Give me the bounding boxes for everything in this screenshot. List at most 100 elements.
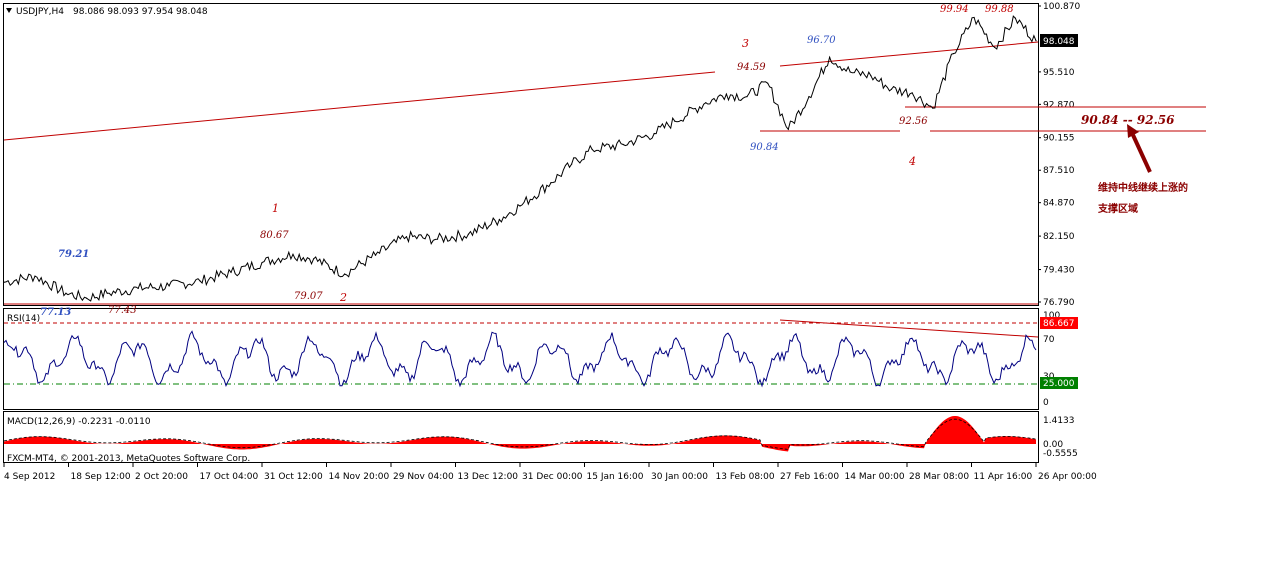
rsi-lower-tag-bg <box>1040 377 1078 389</box>
price-label-94-59: 94.59 <box>737 62 766 73</box>
price-point <box>168 285 170 287</box>
price-point <box>3 281 5 283</box>
price-point <box>849 71 851 73</box>
time-tick-label: 18 Sep 12:00 <box>71 472 131 482</box>
wave-label-4: 4 <box>908 155 916 168</box>
rsi-tick-0: 0 <box>1043 398 1049 408</box>
price-label-77-13: 77.13 <box>40 307 71 318</box>
rsi-current-tag-bg <box>1040 317 1078 329</box>
time-tick-label: 11 Apr 16:00 <box>974 472 1033 482</box>
price-label-80-67: 80.67 <box>260 230 289 241</box>
price-panel-frame <box>3 3 1039 306</box>
macd-signal-line <box>3 418 1037 450</box>
price-point <box>436 238 439 240</box>
price-point <box>313 258 315 260</box>
price-point <box>230 271 232 273</box>
time-tick-label: 27 Feb 16:00 <box>780 472 839 482</box>
price-point <box>911 92 913 94</box>
price-tick-label: 87.510 <box>1043 166 1075 176</box>
current-price-tag: 98.048 <box>1043 37 1075 47</box>
symbol-dropdown-icon[interactable] <box>6 8 12 13</box>
price-tick-label: 76.790 <box>1043 298 1075 308</box>
rsi-trend-line <box>779 319 1039 338</box>
time-tick-label: 4 Sep 2012 <box>4 472 55 482</box>
price-point <box>1014 17 1016 19</box>
price-point <box>405 236 408 238</box>
time-tick-label: 31 Dec 00:00 <box>522 472 583 482</box>
price-point <box>829 56 831 58</box>
price-label-77-43: 77.43 <box>108 305 137 316</box>
price-point <box>106 292 108 294</box>
price-point <box>932 107 934 109</box>
support-zone-label: 90.84 -- 92.56 <box>1081 113 1175 127</box>
price-point <box>343 273 346 275</box>
price-point <box>808 95 810 98</box>
time-tick-label: 17 Oct 04:00 <box>200 472 259 482</box>
time-tick-label: 13 Dec 12:00 <box>458 472 519 482</box>
macd-tick-min: -0.5555 <box>1043 449 1078 459</box>
support-note-line1: 维持中线继续上涨的 <box>1098 181 1188 194</box>
price-label-79-07: 79.07 <box>294 291 323 302</box>
macd-tick-zero: 0.00 <box>1043 440 1063 450</box>
price-point <box>498 218 500 221</box>
time-tick-label: 30 Jan 00:00 <box>651 472 708 482</box>
price-point <box>725 93 728 95</box>
time-tick-label: 31 Oct 12:00 <box>264 472 323 482</box>
price-label-79-21: 79.21 <box>58 249 89 260</box>
price-point <box>746 95 748 98</box>
price-point <box>994 46 996 49</box>
wave-label-1: 1 <box>272 202 279 215</box>
long-trend-line <box>3 71 716 141</box>
time-tick-label: 26 Apr 00:00 <box>1038 472 1097 482</box>
wave-label-3: 3 <box>742 37 749 50</box>
upper-trend-line <box>779 41 1039 67</box>
price-point <box>705 102 707 104</box>
price-point <box>519 205 521 207</box>
price-tick-label: 100.870 <box>1043 2 1080 12</box>
price-tick-label: 90.155 <box>1043 134 1075 144</box>
price-tick-label: 95.510 <box>1043 68 1075 78</box>
price-point <box>890 88 893 90</box>
time-tick-label: 14 Mar 00:00 <box>845 472 905 482</box>
copyright: FXCM-MT4, © 2001-2013, MetaQuotes Softwa… <box>7 454 250 464</box>
price-point <box>653 132 655 135</box>
price-point <box>199 280 201 282</box>
price-series-line <box>3 15 1037 302</box>
price-point <box>622 143 624 146</box>
time-axis: 4 Sep 2012 18 Sep 12:00 2 Oct 20:00 17 Oct … <box>3 463 1097 482</box>
price-point <box>767 82 769 84</box>
time-tick-label: 15 Jan 16:00 <box>587 472 644 482</box>
price-tick-label: 79.430 <box>1043 266 1075 276</box>
price-axis-ticks: 100.870 95.510 92.870 90.155 87.510 84.870 82.… <box>1038 2 1080 308</box>
price-point <box>674 120 676 122</box>
current-price-tag-bg <box>1040 34 1078 47</box>
time-tick-label: 13 Feb 08:00 <box>716 472 775 482</box>
price-point <box>374 254 377 256</box>
rsi-tick-70: 70 <box>1043 335 1055 345</box>
price-point <box>973 16 975 19</box>
price-point <box>34 275 36 277</box>
macd-tick-max: 1.4133 <box>1043 416 1075 426</box>
macd-panel-frame <box>3 411 1039 463</box>
price-point <box>137 287 139 289</box>
price-point <box>65 292 67 294</box>
rsi-series-line <box>3 330 1037 388</box>
rsi-lower-tag: 25.000 <box>1043 379 1075 389</box>
rsi-title: RSI(14) <box>7 314 40 324</box>
time-tick-label: 2 Oct 20:00 <box>135 472 188 482</box>
price-tick-label: 92.870 <box>1043 100 1075 110</box>
arrow-head-icon <box>1127 124 1139 138</box>
wave-label-2: 2 <box>339 291 347 304</box>
price-point <box>1035 40 1037 42</box>
price-marks <box>3 16 1037 299</box>
price-label-90-84: 90.84 <box>750 142 779 153</box>
support-note-line2: 支撑区域 <box>1097 202 1138 215</box>
price-tick-label: 84.870 <box>1043 199 1075 209</box>
price-point <box>591 148 593 151</box>
rsi-tick-100: 100 <box>1043 311 1060 321</box>
price-point <box>952 52 955 55</box>
trend-lines <box>3 41 1206 305</box>
price-point <box>787 128 789 130</box>
macd-title: MACD(12,26,9) -0.2231 -0.0110 <box>7 417 151 427</box>
price-tick-label: 82.150 <box>1043 232 1075 242</box>
